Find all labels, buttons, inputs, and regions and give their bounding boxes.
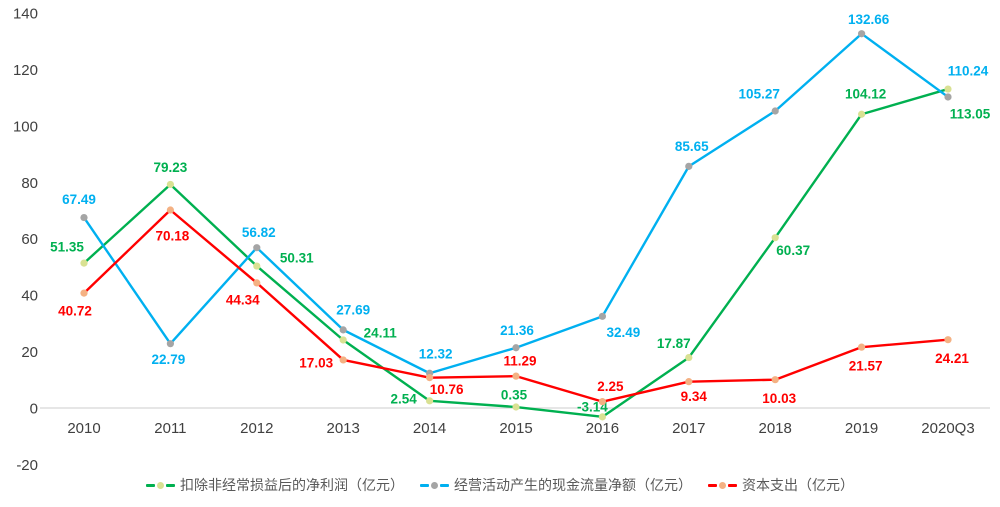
x-axis-label: 2020Q3	[921, 420, 974, 437]
data-point-marker	[80, 289, 88, 297]
data-point-marker	[771, 107, 779, 115]
data-point-label: 60.37	[776, 243, 810, 258]
data-point-label: 51.35	[50, 240, 84, 255]
data-point-label: 50.31	[280, 251, 314, 266]
data-point-marker	[944, 336, 952, 344]
data-point-label: 21.57	[849, 359, 883, 374]
legend-label: 资本支出（亿元）	[742, 477, 854, 493]
x-axis-label: 2015	[499, 420, 532, 437]
data-point-label: 0.35	[501, 388, 528, 403]
data-point-marker	[80, 259, 88, 267]
data-point-label: 132.66	[848, 12, 890, 27]
data-point-marker	[512, 344, 520, 352]
data-point-marker	[339, 336, 347, 344]
data-point-label: 105.27	[739, 86, 780, 101]
data-point-label: 85.65	[675, 139, 709, 154]
data-point-label: 17.87	[657, 336, 691, 351]
legend-item-operating-cash-flow: 经营活动产生的现金流量净额（亿元）	[420, 475, 692, 495]
data-point-marker	[512, 372, 520, 380]
legend-item-capital-expenditure: 资本支出（亿元）	[708, 475, 854, 495]
legend-label: 经营活动产生的现金流量净额（亿元）	[454, 477, 692, 493]
y-axis-tick-label: 0	[30, 401, 38, 418]
x-axis-label: 2017	[672, 420, 705, 437]
y-axis-tick-label: 40	[21, 288, 38, 305]
data-point-label: 32.49	[607, 325, 641, 340]
legend-line-dot-marker	[146, 481, 175, 489]
data-point-label: 67.49	[62, 192, 96, 207]
data-point-marker	[166, 180, 174, 189]
data-point-marker	[944, 93, 952, 101]
data-point-label: 24.11	[364, 325, 398, 340]
x-axis-label: 2012	[240, 420, 273, 437]
y-axis-tick-label: 60	[21, 231, 38, 248]
data-point-label: 9.34	[681, 389, 708, 404]
data-point-marker	[253, 279, 261, 287]
legend-label: 扣除非经常损益后的净利润（亿元）	[180, 477, 404, 493]
data-point-label: 79.23	[154, 160, 188, 175]
data-point-label: 2.54	[390, 391, 417, 406]
data-point-marker	[771, 234, 779, 242]
data-point-label: 17.03	[299, 355, 333, 370]
data-point-label: 27.69	[336, 302, 370, 317]
x-axis-label: 2010	[67, 420, 100, 437]
x-axis-label: 2016	[586, 420, 619, 437]
data-point-marker	[598, 398, 607, 406]
legend-item-net-profit: 扣除非经常损益后的净利润（亿元）	[146, 475, 404, 495]
data-point-marker	[339, 356, 347, 364]
y-axis-tick-label: 80	[21, 175, 38, 192]
data-point-label: 22.79	[152, 352, 186, 367]
data-point-marker	[685, 378, 693, 386]
data-point-marker	[598, 413, 607, 421]
data-point-label: 21.36	[500, 323, 534, 338]
data-point-marker	[426, 374, 434, 382]
data-point-label: 24.21	[935, 351, 969, 366]
data-point-marker	[166, 206, 174, 214]
data-point-label: 56.82	[242, 225, 276, 240]
x-axis-label: 2011	[154, 420, 186, 437]
data-point-marker	[858, 30, 866, 38]
chart-legend: 扣除非经常损益后的净利润（亿元） 经营活动产生的现金流量净额（亿元） 资本支出（…	[0, 475, 1000, 495]
data-point-marker	[512, 403, 520, 411]
legend-line-dot-marker	[708, 481, 737, 489]
data-point-label: 10.03	[762, 391, 796, 406]
x-axis-label: 2018	[759, 420, 792, 437]
legend-line-dot-marker	[420, 481, 449, 489]
data-point-marker	[858, 110, 866, 118]
data-point-marker	[80, 213, 88, 222]
y-axis-tick-label: 120	[13, 62, 38, 79]
data-point-marker	[944, 85, 952, 93]
data-point-marker	[598, 312, 607, 320]
data-point-label: 12.32	[419, 347, 453, 362]
data-point-label: 113.05	[950, 107, 991, 122]
data-point-marker	[685, 162, 693, 170]
data-point-label: 70.18	[156, 228, 190, 243]
data-point-marker	[426, 397, 434, 405]
data-point-label: 10.76	[430, 382, 464, 397]
data-point-label: 40.72	[58, 304, 92, 319]
data-point-marker	[253, 244, 261, 252]
x-axis-label: 2014	[413, 420, 446, 437]
data-point-marker	[685, 353, 693, 362]
data-point-label: 11.29	[503, 354, 536, 369]
data-point-marker	[858, 343, 866, 351]
data-point-label: 44.34	[226, 292, 260, 307]
x-axis-label: 2013	[327, 420, 360, 437]
data-point-marker	[166, 340, 174, 348]
data-point-marker	[771, 376, 779, 384]
y-axis-tick-label: 140	[13, 6, 38, 23]
data-point-label: 104.12	[845, 87, 886, 102]
data-point-label: 110.24	[948, 63, 989, 78]
x-axis-label: 2019	[845, 420, 878, 437]
data-point-marker	[253, 262, 261, 270]
y-axis-tick-label: 100	[13, 118, 38, 135]
y-axis-tick-label: 20	[21, 344, 38, 361]
data-point-marker	[339, 326, 347, 334]
data-point-label: 2.25	[597, 379, 624, 394]
y-axis-tick-label: -20	[16, 457, 38, 474]
